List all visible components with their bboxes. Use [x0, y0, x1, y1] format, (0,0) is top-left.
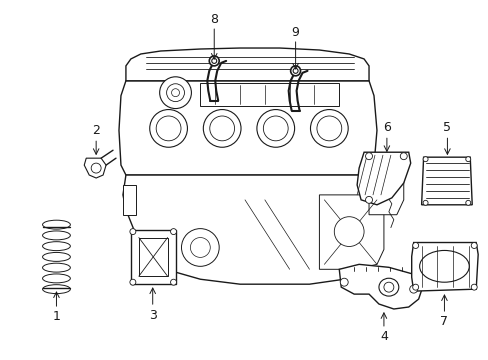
Polygon shape — [200, 83, 339, 105]
Text: 4: 4 — [379, 330, 387, 343]
Polygon shape — [319, 195, 383, 269]
Ellipse shape — [42, 242, 70, 251]
Ellipse shape — [190, 238, 210, 257]
Polygon shape — [421, 157, 471, 205]
Ellipse shape — [316, 116, 341, 141]
Ellipse shape — [91, 163, 101, 173]
Polygon shape — [122, 175, 373, 284]
Ellipse shape — [42, 274, 70, 283]
Ellipse shape — [470, 284, 476, 290]
Ellipse shape — [263, 116, 287, 141]
Ellipse shape — [171, 89, 179, 96]
Ellipse shape — [156, 116, 181, 141]
Polygon shape — [356, 152, 410, 205]
Ellipse shape — [422, 157, 427, 162]
Ellipse shape — [170, 279, 176, 285]
Ellipse shape — [42, 220, 70, 229]
Ellipse shape — [42, 263, 70, 272]
Text: 2: 2 — [92, 124, 100, 137]
Ellipse shape — [42, 231, 70, 240]
Ellipse shape — [42, 285, 70, 294]
Text: 7: 7 — [440, 315, 447, 328]
Polygon shape — [131, 230, 175, 284]
Ellipse shape — [181, 229, 219, 266]
Ellipse shape — [419, 251, 468, 282]
Text: 1: 1 — [52, 310, 61, 323]
Polygon shape — [339, 264, 423, 309]
Ellipse shape — [409, 285, 417, 293]
Ellipse shape — [209, 116, 234, 141]
Ellipse shape — [412, 284, 418, 290]
Ellipse shape — [378, 278, 398, 296]
Ellipse shape — [465, 157, 470, 162]
Ellipse shape — [400, 153, 407, 159]
Ellipse shape — [203, 109, 241, 147]
Polygon shape — [126, 48, 368, 81]
Text: 5: 5 — [443, 121, 450, 134]
Ellipse shape — [149, 109, 187, 147]
Ellipse shape — [470, 243, 476, 248]
Polygon shape — [122, 185, 136, 215]
Ellipse shape — [160, 77, 191, 109]
Ellipse shape — [211, 58, 216, 63]
Ellipse shape — [412, 243, 418, 248]
Ellipse shape — [422, 201, 427, 205]
Ellipse shape — [130, 279, 136, 285]
Polygon shape — [411, 243, 477, 291]
Ellipse shape — [42, 252, 70, 261]
Polygon shape — [368, 155, 403, 215]
Ellipse shape — [170, 229, 176, 235]
Ellipse shape — [292, 68, 298, 73]
Ellipse shape — [256, 109, 294, 147]
Polygon shape — [119, 81, 376, 175]
Ellipse shape — [209, 56, 219, 66]
Text: 8: 8 — [210, 13, 218, 26]
Ellipse shape — [365, 153, 372, 159]
Text: 9: 9 — [291, 26, 299, 39]
Ellipse shape — [340, 278, 347, 286]
Ellipse shape — [130, 229, 136, 235]
Ellipse shape — [166, 84, 184, 102]
Text: 6: 6 — [382, 121, 390, 134]
Polygon shape — [84, 158, 106, 178]
Ellipse shape — [365, 196, 372, 203]
Polygon shape — [139, 238, 167, 276]
Text: 3: 3 — [148, 310, 156, 323]
Ellipse shape — [465, 201, 470, 205]
Ellipse shape — [383, 282, 393, 292]
Ellipse shape — [290, 66, 300, 76]
Ellipse shape — [310, 109, 347, 147]
Ellipse shape — [334, 217, 364, 247]
